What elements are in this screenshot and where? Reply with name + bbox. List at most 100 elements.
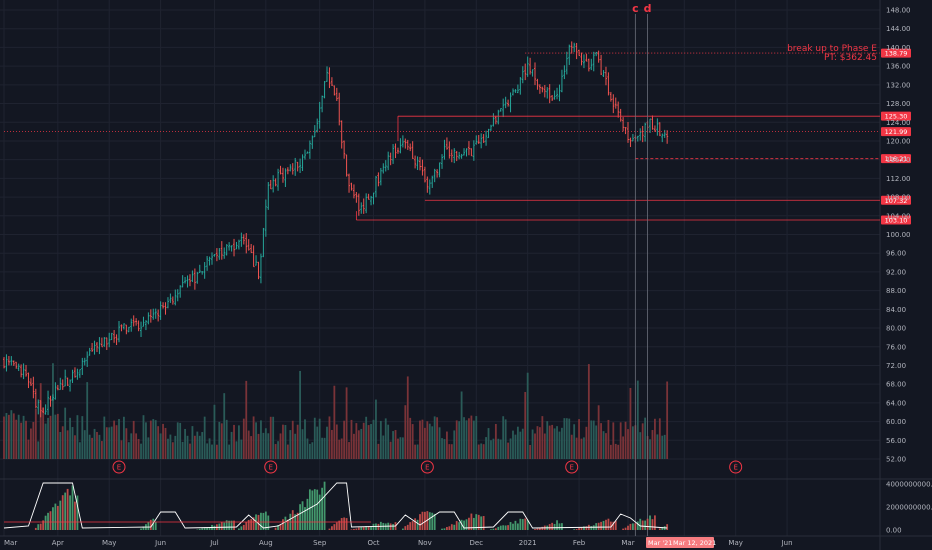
volume-bar-102 [252, 416, 255, 459]
volume-bar-175 [431, 426, 434, 459]
osc-bar-244 [600, 521, 602, 530]
volume-bar-134 [331, 429, 333, 459]
volume-bar-39 [98, 434, 101, 459]
volume-bar-33 [83, 430, 86, 459]
volume-bar-271 [666, 381, 669, 459]
osc-bar-116 [286, 519, 289, 530]
volume-bar-62 [154, 420, 157, 459]
osc-bar-263 [646, 518, 649, 530]
volume-bar-84 [208, 438, 211, 459]
level-tag-3 [881, 154, 911, 164]
osc-bar-57 [142, 526, 145, 530]
osc-bar-26 [66, 488, 69, 530]
volume-bar-221 [543, 433, 546, 459]
volume-bar-107 [264, 428, 267, 459]
osc-bar-258 [634, 523, 637, 530]
osc-bar-187 [460, 519, 463, 530]
osc-bar-136 [335, 522, 338, 530]
osc-bar-137 [338, 520, 341, 530]
price-tick-2: 140.00 [886, 44, 911, 52]
volume-bar-47 [118, 419, 120, 459]
level-label-5: 103.10 [885, 217, 908, 225]
osc-bar-126 [311, 490, 314, 530]
date-tag: Mar '21 Mar 12, 2021 [646, 537, 716, 548]
osc-bar-226 [556, 520, 558, 530]
volume-bar-6 [17, 414, 20, 459]
price-tick-3: 136.00 [886, 63, 911, 71]
volume-bar-218 [536, 426, 539, 459]
level-label-2: 121.99 [885, 128, 908, 136]
volume-bar-17 [44, 423, 47, 459]
volume-bar-68 [169, 434, 172, 459]
osc-bar-101 [250, 519, 253, 530]
osc-bar-165 [406, 524, 409, 530]
volume-bar-236 [580, 438, 583, 459]
osc-bar-195 [480, 516, 483, 530]
osc-bar-61 [152, 518, 155, 530]
volume-bar-262 [644, 417, 647, 459]
price-tick-11: 104.00 [886, 212, 911, 220]
marker-d: d [644, 2, 652, 15]
volume-bar-139 [343, 420, 346, 459]
price-tick-8: 116.00 [886, 156, 911, 164]
price-tick-12: 100.00 [886, 231, 911, 239]
price-tick-20: 68.00 [886, 381, 906, 389]
volume-bar-187 [460, 391, 463, 459]
marker-c: c [632, 2, 639, 15]
volume-bar-77 [191, 426, 194, 459]
osc-bar-184 [453, 524, 456, 530]
volume-bar-216 [531, 429, 534, 459]
osc-bar-127 [313, 489, 316, 530]
osc-bar-158 [389, 523, 392, 530]
osc-bar-62 [154, 521, 157, 530]
volume-bar-211 [519, 431, 522, 459]
volume-bar-193 [475, 416, 478, 459]
osc-bar-99 [245, 522, 248, 530]
volume-bar-125 [308, 443, 311, 459]
level-label-0: 138.79 [885, 50, 908, 58]
osc-bar-105 [260, 512, 262, 530]
osc-bar-212 [521, 519, 524, 530]
volume-bar-223 [548, 425, 551, 459]
volume-bar-255 [627, 429, 629, 459]
osc-bar-174 [428, 512, 431, 530]
volume-bar-53 [132, 420, 135, 459]
volume-bar-72 [179, 422, 182, 459]
osc-bar-237 [583, 526, 585, 530]
price-tick-6: 124.00 [886, 119, 911, 127]
volume-bar-242 [595, 425, 598, 459]
volume-bar-97 [240, 439, 243, 459]
volume-bar-99 [245, 380, 248, 459]
volume-bar-42 [105, 427, 108, 459]
osc-bar-205 [504, 525, 507, 530]
volume-bar-190 [468, 418, 470, 459]
volume-bar-98 [242, 418, 245, 459]
volume-bar-50 [125, 428, 128, 459]
volume-bar-11 [30, 428, 32, 459]
volume-bar-132 [326, 426, 328, 459]
volume-bar-173 [426, 421, 429, 459]
volume-bar-269 [661, 435, 664, 459]
time-tick-4: Jul [209, 539, 219, 547]
osc-bar-135 [333, 524, 336, 530]
volume-bar-254 [624, 421, 627, 459]
horizontal-levels[interactable]: 138.79 125.30 121.99 116.21 107.32 103.10 [4, 48, 911, 225]
osc-bar-102 [252, 517, 255, 530]
volume-bar-192 [472, 420, 475, 459]
earnings-icon-2 [420, 460, 434, 474]
volume-bar-90 [223, 393, 226, 459]
osc-bar-23 [59, 500, 62, 530]
price-axis[interactable]: 148.00 144.00 140.00 136.00 132.00 128.00 124.… [886, 7, 932, 535]
osc-bar-234 [575, 528, 578, 530]
volume-bar-203 [499, 439, 502, 459]
osc-bar-24 [61, 495, 64, 530]
osc-bar-94 [233, 520, 235, 530]
date-tag-label-2: Mar 12, 2021 [673, 539, 716, 547]
volume-bar-46 [115, 425, 118, 459]
osc-bar-166 [409, 522, 412, 530]
time-tick-6: Sep [313, 539, 327, 547]
